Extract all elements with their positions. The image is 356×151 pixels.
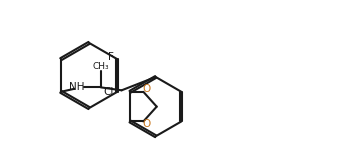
Text: O: O bbox=[143, 84, 151, 94]
Text: CH₃: CH₃ bbox=[93, 62, 109, 71]
Text: NH: NH bbox=[69, 82, 85, 92]
Text: O: O bbox=[143, 119, 151, 129]
Text: F: F bbox=[108, 52, 114, 62]
Text: Cl: Cl bbox=[104, 87, 114, 97]
